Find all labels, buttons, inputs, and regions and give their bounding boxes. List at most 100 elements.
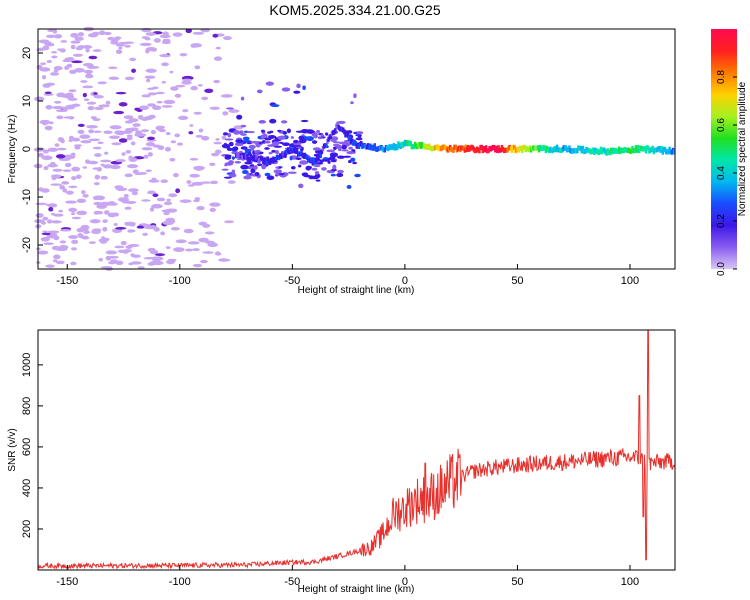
noise-blob <box>47 147 59 152</box>
signal-cluster-blob <box>241 170 249 175</box>
noise-blob <box>97 81 107 85</box>
ridge-segment <box>555 144 559 150</box>
noise-blob <box>46 264 55 268</box>
noise-blob <box>41 221 47 225</box>
signal-cluster-blob <box>336 172 344 178</box>
noise-blob <box>122 41 135 44</box>
noise-blob <box>141 147 153 151</box>
x-tick-label: 0 <box>402 275 408 287</box>
noise-blob <box>103 130 113 134</box>
noise-blob <box>163 201 173 206</box>
signal-cluster-blob <box>278 172 285 176</box>
colorbar-tick-label: 0.0 <box>716 262 727 276</box>
noise-blob <box>62 169 72 172</box>
noise-blob <box>90 116 97 120</box>
noise-blob <box>166 198 171 202</box>
signal-cluster-blob <box>297 164 302 168</box>
signal-cluster-blob <box>330 159 337 163</box>
signal-cluster-blob <box>318 136 323 140</box>
noise-blob <box>124 173 133 178</box>
noise-blob <box>144 75 156 79</box>
noise-blob <box>215 138 220 141</box>
ridge-segment <box>246 154 249 160</box>
noise-blob <box>43 149 50 154</box>
signal-cluster-blob <box>341 149 349 152</box>
noise-blob <box>153 38 161 43</box>
noise-blob <box>33 147 45 152</box>
noise-blob <box>128 188 139 193</box>
noise-blob <box>215 149 222 154</box>
noise-blob <box>128 157 138 162</box>
noise-blob <box>92 49 102 53</box>
ridge-segment <box>630 148 633 154</box>
noise-blob <box>151 260 164 266</box>
noise-blob <box>74 145 81 150</box>
ridge-segment <box>484 145 488 151</box>
noise-blob <box>168 193 178 198</box>
noise-blob <box>36 64 43 70</box>
signal-cluster-blob <box>330 173 336 177</box>
ridge-segment <box>319 153 322 159</box>
noise-blob <box>126 136 133 141</box>
ridge-segment <box>580 148 584 154</box>
noise-blob <box>53 254 61 260</box>
noise-blob <box>201 96 209 101</box>
signal-cluster-blob <box>260 129 266 133</box>
signal-cluster-blob <box>228 160 234 165</box>
noise-blob <box>74 67 85 73</box>
ridge-segment <box>480 144 483 150</box>
signal-cluster-blob <box>261 164 267 170</box>
figure-title: KOM5.2025.334.21.00.G25 <box>269 2 440 18</box>
spectrogram-marks <box>33 26 676 271</box>
noise-blob <box>222 111 229 116</box>
colorbar-ticks: 0.0 0.2 0.4 0.6 0.8 <box>716 70 737 276</box>
noise-blob <box>48 207 54 212</box>
noise-blob <box>179 199 192 203</box>
noise-blob <box>104 151 109 155</box>
ridge-segment <box>651 145 654 151</box>
noise-blob <box>142 223 151 228</box>
noise-blob <box>214 252 222 256</box>
noise-blob <box>71 216 82 220</box>
noise-blob <box>54 34 63 39</box>
noise-blob <box>52 105 65 110</box>
noise-blob <box>130 253 135 257</box>
signal-cluster-blob <box>348 146 353 150</box>
noise-blob <box>115 260 124 266</box>
ridge-segment <box>283 152 286 158</box>
noise-blob <box>195 134 203 138</box>
ridge-segment <box>360 140 363 146</box>
noise-blob <box>40 62 47 66</box>
x-tick-label: -150 <box>56 576 78 588</box>
noise-blob <box>190 85 198 91</box>
noise-blob <box>82 92 87 98</box>
signal-cluster-blob <box>227 132 232 138</box>
signal-cluster-blob <box>223 176 232 179</box>
noise-blob <box>200 259 208 264</box>
noise-blob <box>40 236 50 242</box>
noise-blob <box>96 204 107 209</box>
noise-blob <box>204 231 215 235</box>
noise-blob <box>145 68 157 73</box>
noise-blob <box>189 158 199 161</box>
ridge-segment <box>396 145 399 151</box>
noise-blob <box>136 225 145 229</box>
y-tick-label: 0 <box>21 146 33 152</box>
noise-blob <box>68 139 73 142</box>
signal-cluster-blob <box>268 151 273 155</box>
noise-blob <box>126 134 133 138</box>
noise-blob <box>220 94 233 98</box>
noise-blob <box>155 125 164 131</box>
noise-blob <box>165 246 171 249</box>
noise-blob <box>164 146 171 152</box>
noise-blob <box>115 91 127 95</box>
signal-cluster-blob <box>266 175 275 181</box>
x-tick-label: 0 <box>402 576 408 588</box>
noise-blob <box>165 132 171 136</box>
noise-blob <box>187 184 195 187</box>
noise-blob <box>109 125 122 130</box>
noise-blob <box>143 116 154 121</box>
noise-blob <box>60 138 65 144</box>
signal-cluster-blob <box>279 141 284 144</box>
signal-cluster-blob <box>221 168 229 171</box>
